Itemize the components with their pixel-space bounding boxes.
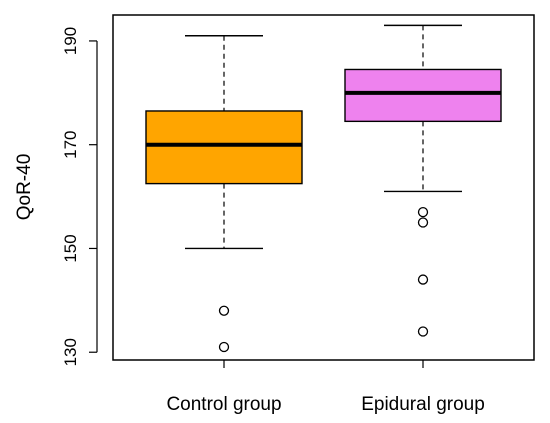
boxes-layer: [145, 24, 502, 353]
outlier-point: [417, 206, 429, 218]
box-1: [145, 35, 303, 353]
y-tick-label: 150: [61, 234, 80, 262]
x-tick-label: Epidural group: [361, 394, 485, 415]
outlier-point: [417, 217, 429, 228]
plot-frame: [112, 14, 535, 361]
outlier-point: [218, 305, 230, 316]
x-axis-labels: Control group Epidural group: [166, 360, 485, 415]
box-2: [344, 24, 502, 337]
y-tick-label: 170: [61, 131, 80, 159]
y-axis: 130 150 170 190: [61, 27, 98, 366]
y-tick-label: 130: [61, 338, 80, 366]
outlier-point: [417, 274, 429, 285]
x-tick-label: Control group: [166, 394, 281, 415]
y-axis-title: QoR-40: [14, 154, 35, 221]
box-iqr: [344, 68, 502, 123]
box-iqr: [145, 110, 303, 185]
outlier-point: [417, 326, 429, 337]
outlier-point: [218, 341, 230, 353]
y-tick-label: 190: [61, 27, 80, 55]
